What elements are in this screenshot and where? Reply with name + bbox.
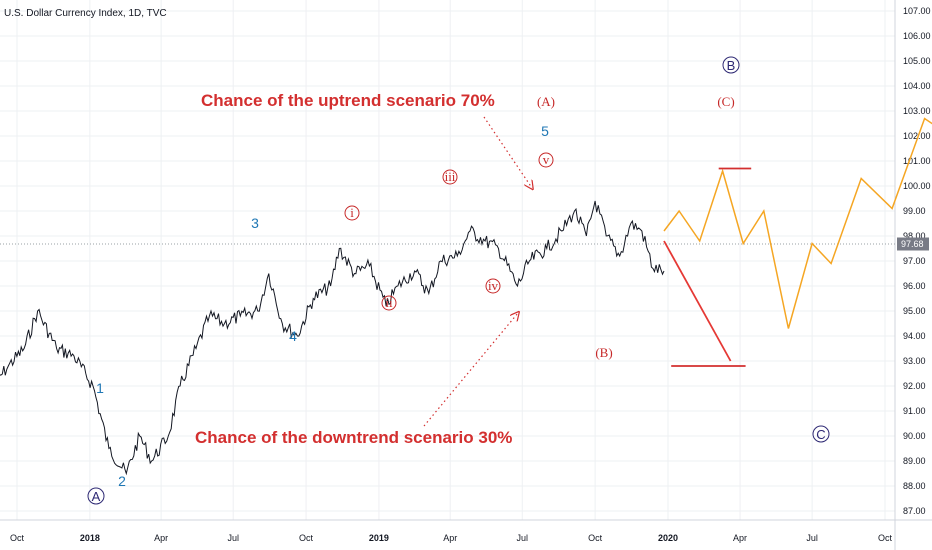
- y-tick-label: 105.00: [903, 56, 931, 66]
- x-tick-label: Oct: [10, 533, 25, 543]
- y-tick-label: 88.00: [903, 481, 926, 491]
- y-tick-label: 99.00: [903, 206, 926, 216]
- y-tick-label: 101.00: [903, 156, 931, 166]
- wave-label-i: i: [350, 205, 354, 220]
- x-tick-label: 2019: [369, 533, 389, 543]
- chart-title: U.S. Dollar Currency Index, 1D, TVC: [4, 8, 167, 19]
- last-price-value: 97.68: [901, 239, 924, 249]
- price-axis: 87.00 88.00 89.00 90.00 91.00 92.00 93.00 94.00…: [903, 6, 931, 516]
- x-tick-label: Oct: [878, 533, 893, 543]
- y-tick-label: 100.00: [903, 181, 931, 191]
- time-axis: Oct 2018 Apr Jul Oct 2019 Apr Jul Oct 2020 Apr Jul O…: [10, 533, 893, 543]
- wave-circle-iii: [442, 169, 458, 185]
- wave-label-C: C: [816, 427, 825, 442]
- wave-label-B-paren: (B): [595, 345, 612, 360]
- x-tick-label: Jul: [227, 533, 239, 543]
- wave-label-ii: ii: [385, 295, 393, 310]
- wave-label-4: 4: [289, 328, 297, 344]
- y-tick-label: 97.00: [903, 256, 926, 266]
- wave-label-1: 1: [96, 380, 104, 396]
- wave-circle-i: [344, 205, 360, 221]
- x-tick-label: Oct: [588, 533, 603, 543]
- price-series-line: [0, 200, 665, 476]
- wave-label-A-paren: (A): [537, 94, 555, 109]
- downtrend-annotation: Chance of the downtrend scenario 30%: [195, 428, 512, 447]
- annotation-arrow: [423, 313, 518, 427]
- y-tick-label: 103.00: [903, 106, 931, 116]
- y-tick-label: 92.00: [903, 381, 926, 391]
- y-tick-label: 106.00: [903, 31, 931, 41]
- series-marks: [663, 117, 932, 367]
- y-tick-label: 91.00: [903, 406, 926, 416]
- wave-circle-v: [538, 152, 554, 168]
- wave-label-3: 3: [251, 215, 259, 231]
- wave-label-v: v: [543, 152, 550, 167]
- y-tick-label: 94.00: [903, 331, 926, 341]
- wave-circle-A: [87, 487, 105, 505]
- y-tick-label: 104.00: [903, 81, 931, 91]
- x-tick-label: Apr: [733, 533, 747, 543]
- x-tick-label: Apr: [443, 533, 457, 543]
- annotations: Chance of the uptrend scenario 70% Chance…: [195, 91, 532, 447]
- wave-label-5: 5: [541, 123, 549, 139]
- x-tick-label: Jul: [517, 533, 529, 543]
- y-tick-label: 93.00: [903, 356, 926, 366]
- y-tick-label: 89.00: [903, 456, 926, 466]
- y-tick-label: 102.00: [903, 131, 931, 141]
- y-tick-label: 107.00: [903, 6, 931, 16]
- y-tick-label: 95.00: [903, 306, 926, 316]
- y-tick-label: 87.00: [903, 506, 926, 516]
- x-tick-label: 2018: [80, 533, 100, 543]
- wave-label-C-paren: (C): [717, 94, 734, 109]
- wave-circle-iv: [485, 278, 501, 294]
- x-tick-label: Jul: [806, 533, 818, 543]
- annotation-arrow: [483, 116, 532, 188]
- wave-circle-ii: [381, 295, 397, 311]
- y-tick-label: 98.00: [903, 231, 926, 241]
- uptrend-annotation: Chance of the uptrend scenario 70%: [201, 91, 495, 110]
- wave-label-B: B: [727, 58, 736, 73]
- last-price-box: [897, 237, 929, 251]
- wave-label-iii: iii: [445, 169, 456, 184]
- y-tick-label: 96.00: [903, 281, 926, 291]
- wave-label-2: 2: [118, 473, 126, 489]
- uptrend-scenario-line: [663, 117, 932, 329]
- grid: [0, 0, 895, 520]
- wave-label-iv: iv: [488, 278, 499, 293]
- x-tick-label: 2020: [658, 533, 678, 543]
- wave-circle-C: [812, 425, 830, 443]
- x-tick-label: Oct: [299, 533, 314, 543]
- x-tick-label: Apr: [154, 533, 168, 543]
- last-price-tag: 97.68: [897, 237, 929, 251]
- wave-label-A: A: [92, 489, 101, 504]
- wave-circle-B: [722, 56, 740, 74]
- y-tick-label: 90.00: [903, 431, 926, 441]
- downtrend-scenario-line: [663, 240, 732, 362]
